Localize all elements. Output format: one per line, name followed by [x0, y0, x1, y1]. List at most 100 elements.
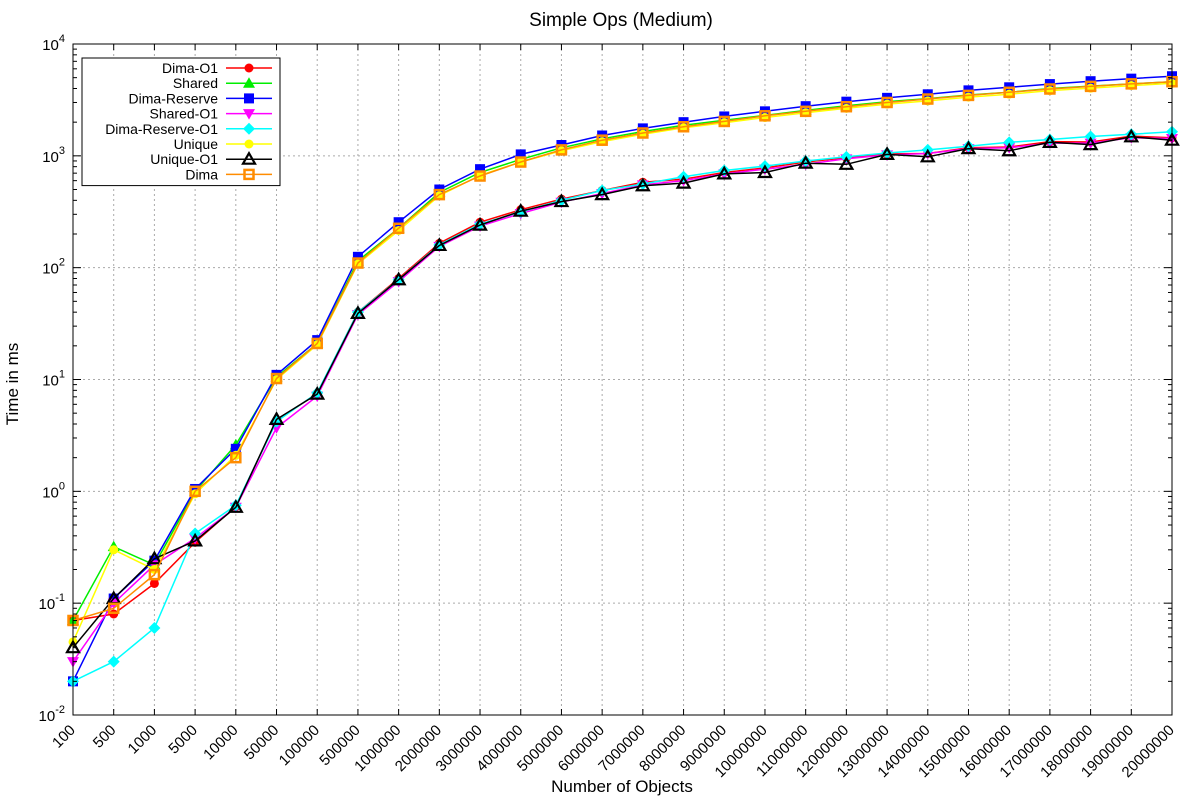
data-point	[1003, 86, 1015, 99]
series-shared-o1	[67, 133, 1178, 668]
x-tick-label: 5000	[165, 722, 201, 758]
legend-label: Dima-O1	[162, 60, 218, 76]
series-line	[72, 75, 1173, 682]
data-point	[922, 93, 934, 105]
series-dima	[67, 75, 1178, 627]
data-point	[268, 411, 285, 425]
data-point	[1123, 128, 1140, 143]
data-point	[472, 216, 488, 231]
data-point	[148, 621, 161, 634]
y-tick-label: 104	[42, 33, 65, 54]
data-point	[960, 140, 977, 155]
x-axis-title: Number of Objects	[551, 777, 693, 796]
data-point	[799, 105, 812, 118]
data-point	[475, 164, 486, 175]
data-point	[433, 188, 446, 201]
legend: Dima-O1SharedDima-ReserveShared-O1Dima-R…	[81, 57, 281, 187]
y-tick-label: 102	[42, 257, 65, 278]
data-point	[555, 194, 568, 207]
y-tick-label: 10-2	[39, 704, 65, 725]
legend-swatch-marker	[243, 109, 255, 120]
data-point	[1044, 83, 1056, 95]
series-line	[72, 137, 1173, 663]
legend-label: Unique	[174, 136, 219, 152]
data-point	[227, 499, 244, 513]
x-tick-label: 10000	[200, 722, 242, 764]
data-point	[1082, 136, 1099, 151]
legend-swatch-marker	[244, 93, 254, 104]
data-point	[634, 177, 651, 192]
y-tick-label: 101	[42, 369, 65, 390]
data-point	[107, 655, 120, 668]
series-line	[72, 131, 1173, 682]
y-tick-label: 100	[42, 480, 65, 501]
data-point	[512, 202, 529, 217]
series-dima-o1	[68, 131, 1177, 625]
data-point	[515, 149, 526, 160]
data-point	[351, 306, 364, 319]
data-point	[392, 222, 405, 235]
data-point	[1003, 136, 1016, 149]
data-point	[716, 165, 733, 180]
data-point	[881, 147, 894, 160]
y-tick-label: 103	[42, 145, 65, 166]
x-tick-label: 500	[90, 722, 120, 752]
data-point	[107, 602, 120, 615]
data-point	[1003, 143, 1016, 154]
legend-label: Shared	[173, 75, 218, 91]
data-point	[474, 170, 486, 182]
x-tick-label: 100000	[276, 722, 323, 769]
data-point	[514, 156, 527, 168]
data-point	[594, 186, 611, 201]
legend-swatch-marker	[243, 77, 255, 88]
y-axis-title: Time in ms	[3, 343, 22, 426]
data-point	[270, 372, 283, 385]
data-point	[109, 545, 119, 555]
data-point	[190, 483, 201, 494]
data-point	[431, 237, 448, 252]
data-point	[881, 96, 893, 109]
data-point	[187, 532, 204, 547]
data-point	[350, 305, 366, 319]
series-unique-o1	[65, 128, 1180, 654]
data-point	[556, 146, 566, 156]
data-point	[311, 337, 323, 350]
data-point	[1041, 134, 1058, 148]
data-point	[553, 193, 570, 208]
legend-label: Dima-Reserve-O1	[105, 121, 218, 137]
x-tick-label: 100	[49, 722, 79, 752]
y-tick-label: 10-1	[39, 592, 65, 613]
data-point	[393, 217, 404, 228]
data-point	[148, 568, 161, 581]
legend-swatch-marker	[244, 139, 254, 149]
plot-series	[65, 71, 1180, 688]
x-tick-label: 1000	[125, 722, 161, 758]
legend-label: Dima	[185, 166, 218, 182]
data-point	[555, 144, 568, 156]
legend-swatch-marker	[243, 168, 255, 181]
legend-label: Shared-O1	[150, 106, 219, 122]
legend-swatch-marker	[241, 150, 257, 165]
data-point	[230, 443, 241, 454]
legend-label: Dima-Reserve	[129, 90, 219, 106]
data-point	[1125, 78, 1138, 90]
data-point	[309, 385, 326, 400]
data-point	[797, 154, 814, 169]
data-point	[596, 134, 608, 146]
data-point	[962, 89, 975, 102]
legend-label: Unique-O1	[150, 151, 218, 167]
data-point	[840, 100, 853, 113]
chart-title: Simple Ops (Medium)	[529, 10, 713, 31]
data-point	[879, 146, 895, 160]
series-line	[72, 80, 1173, 622]
data-point	[149, 578, 159, 588]
series-line	[72, 136, 1173, 649]
data-point	[675, 174, 692, 189]
data-point	[919, 148, 936, 163]
data-point	[838, 156, 855, 170]
data-point	[757, 164, 773, 179]
data-point	[718, 115, 731, 128]
data-point	[1084, 80, 1097, 93]
